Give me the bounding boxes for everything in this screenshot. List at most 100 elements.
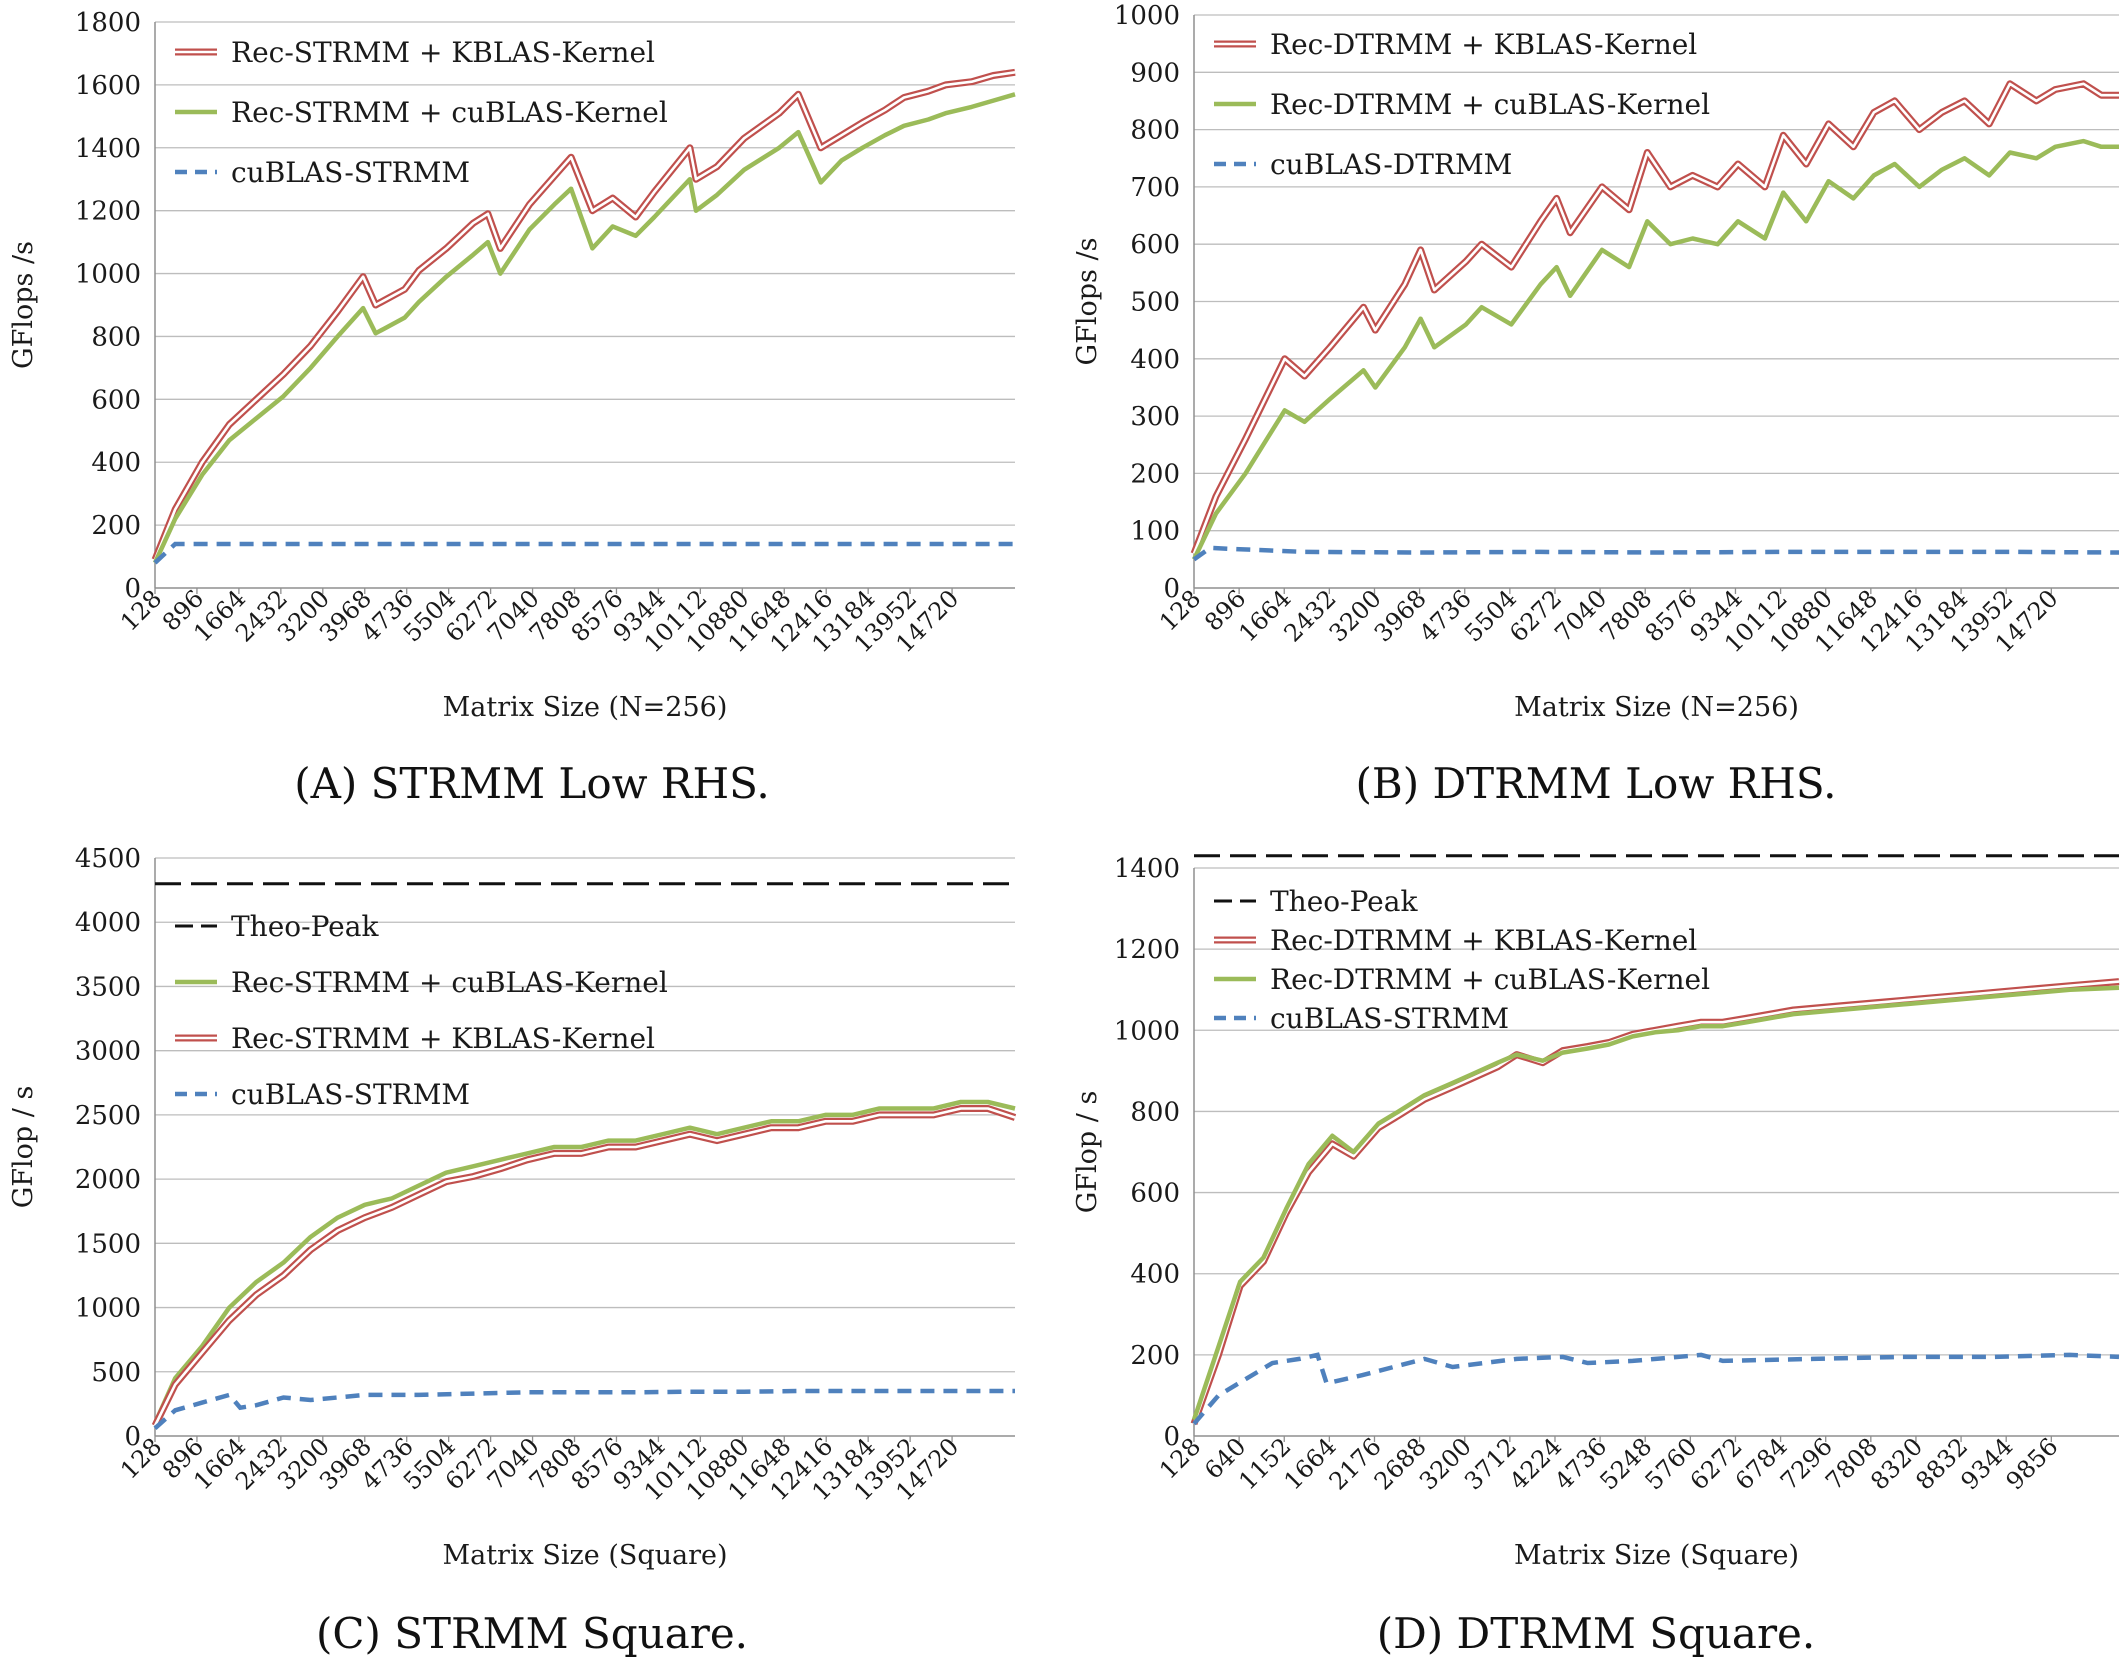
chart-c-series-rec-strmm-kblas-kernel — [153, 1107, 1016, 1427]
chart-d-x-tick-label: 1664 — [1279, 1432, 1342, 1495]
chart-b-x-tick-label: 128 — [1154, 584, 1206, 636]
chart-d-y-tick-label: 1200 — [1114, 935, 1180, 965]
chart-d-x-tick-label: 3200 — [1414, 1432, 1477, 1495]
chart-d-y-tick-label: 800 — [1130, 1097, 1180, 1127]
chart-d-x-tick-label: 5248 — [1594, 1432, 1657, 1495]
chart-dtrmm-low-rhs: 0100200300400500600700800900100012889616… — [1072, 1, 2120, 808]
chart-c-y-tick-label: 0 — [124, 1422, 141, 1452]
chart-d-legend-cublas-strmm-label: cuBLAS-STRMM — [1270, 1002, 1509, 1035]
chart-a-y-tick-label: 800 — [91, 322, 141, 352]
chart-c-legend-cublas-strmm-label: cuBLAS-STRMM — [231, 1078, 470, 1111]
chart-a-x-tick-label: 128 — [115, 584, 167, 636]
chart-b-x-tick-label: 8576 — [1640, 584, 1703, 647]
chart-c-y-tick-label: 1500 — [75, 1229, 141, 1259]
chart-d-x-tick-label: 6272 — [1685, 1432, 1748, 1495]
chart-d-x-tick-label: 4224 — [1504, 1432, 1567, 1495]
chart-d-x-tick-label: 8832 — [1910, 1432, 1973, 1495]
chart-strmm-low-rhs: 0200400600800100012001400160018001288961… — [8, 8, 1016, 808]
chart-b-y-tick-label: 600 — [1130, 230, 1180, 260]
chart-b-x-axis-title: Matrix Size (N=256) — [1514, 692, 1799, 723]
chart-b-series-cublas-dtrmm — [1192, 545, 2120, 562]
chart-d-legend-rec-dtrmm-kblas-kernel-label: Rec-DTRMM + KBLAS-Kernel — [1270, 924, 1697, 957]
chart-c-y-tick-label: 2500 — [75, 1101, 141, 1131]
chart-c-series-rec-strmm-cublas-kernel — [152, 1099, 1016, 1425]
chart-d-y-tick-label: 600 — [1130, 1179, 1180, 1209]
chart-a-y-tick-label: 1000 — [75, 260, 141, 290]
chart-c-caption: (C) STRMM Square. — [316, 1609, 748, 1658]
chart-d-legend-theo-peak-label: Theo-Peak — [1270, 885, 1418, 918]
chart-c-legend-rec-strmm-kblas-kernel-label: Rec-STRMM + KBLAS-Kernel — [231, 1022, 655, 1055]
chart-a-y-tick-label: 0 — [124, 574, 141, 604]
chart-d-x-tick-label: 1152 — [1233, 1432, 1296, 1495]
chart-b-x-tick-label: 7040 — [1549, 584, 1612, 647]
chart-d-x-tick-label: 5760 — [1640, 1432, 1703, 1495]
chart-a-y-tick-label: 1600 — [75, 71, 141, 101]
chart-b-y-tick-label: 800 — [1130, 116, 1180, 146]
chart-d-x-tick-label: 9344 — [1955, 1432, 2018, 1495]
chart-c-series-cublas-strmm — [153, 1388, 1015, 1430]
chart-d-x-tick-label: 6784 — [1730, 1432, 1793, 1495]
chart-d-x-tick-label: 8320 — [1865, 1432, 1928, 1495]
chart-c-y-axis-title: GFlop / s — [8, 1086, 39, 1209]
chart-d-y-tick-label: 0 — [1163, 1422, 1180, 1452]
chart-a-legend-rec-strmm-kblas-kernel-label: Rec-STRMM + KBLAS-Kernel — [231, 36, 655, 69]
chart-b-series-rec-dtrmm-cublas-kernel — [1191, 138, 2119, 561]
chart-b-y-tick-label: 0 — [1163, 574, 1180, 604]
chart-b-x-tick-label: 3200 — [1324, 584, 1387, 647]
chart-c-legend-theo-peak-label: Theo-Peak — [231, 910, 379, 943]
chart-d-y-axis-title: GFlop / s — [1072, 1091, 1103, 1214]
chart-a-y-tick-label: 1400 — [75, 134, 141, 164]
chart-a-y-tick-label: 400 — [91, 448, 141, 478]
chart-b-y-tick-label: 400 — [1130, 345, 1180, 375]
chart-b-legend: Rec-DTRMM + KBLAS-Kernel Rec-DTRMM + cuBL… — [1214, 28, 1710, 181]
chart-b-y-tick-label: 1000 — [1114, 1, 1180, 31]
chart-panel-d: 0 200 400 600 800 1000 1200 1400 128 640 1152 1664 2… — [1064, 836, 2128, 1672]
chart-a-x-axis-title: Matrix Size (N=256) — [443, 692, 728, 723]
chart-a-series-rec-strmm-kblas-kernel-outline — [151, 68, 1016, 562]
chart-d-y-tick-label: 1400 — [1114, 854, 1180, 884]
chart-d-caption: (D) DTRMM Square. — [1377, 1609, 1816, 1658]
chart-b-y-tick-label: 500 — [1130, 288, 1180, 318]
chart-a-series-rec-strmm-cublas-kernel — [152, 92, 1016, 564]
chart-a-legend-cublas-strmm-label: cuBLAS-STRMM — [231, 156, 470, 189]
chart-b-y-tick-label: 300 — [1130, 402, 1180, 432]
chart-c-x-tick-label: 128 — [115, 1432, 167, 1484]
chart-a-y-tick-label: 200 — [91, 511, 141, 541]
chart-c-y-tick-label: 3000 — [75, 1037, 141, 1067]
chart-a-caption: (A) STRMM Low RHS. — [294, 759, 770, 808]
chart-c-y-tick-label: 2000 — [75, 1165, 141, 1195]
chart-b-y-tick-label: 100 — [1130, 517, 1180, 547]
chart-c-series-rec-strmm-kblas-kernel-outline — [151, 1105, 1017, 1428]
chart-b-x-tick-label: 5504 — [1459, 584, 1522, 647]
chart-c-y-tick-label: 4500 — [75, 844, 141, 874]
chart-b-x-tick-label: 4736 — [1414, 584, 1477, 647]
chart-b-legend-rec-dtrmm-cublas-kernel-label: Rec-DTRMM + cuBLAS-Kernel — [1270, 88, 1710, 121]
chart-b-legend-rec-dtrmm-kblas-kernel-label: Rec-DTRMM + KBLAS-Kernel — [1270, 28, 1697, 61]
chart-panel-b: 0 100 200 300 400 500 600 700 800 900 1000 128 896 16… — [1064, 0, 2128, 836]
chart-c-y-tick-label: 3500 — [75, 972, 141, 1002]
chart-a-y-tick-label: 1800 — [75, 8, 141, 38]
chart-d-x-tick-label: 3712 — [1459, 1432, 1522, 1495]
chart-b-y-tick-label: 700 — [1130, 173, 1180, 203]
chart-d-x-tick-label: 7296 — [1775, 1432, 1838, 1495]
chart-dtrmm-square: 0200400600800100012001400128640115216642… — [1072, 854, 2120, 1658]
chart-d-x-tick-label: 2176 — [1324, 1432, 1387, 1495]
chart-c-legend-rec-strmm-cublas-kernel-label: Rec-STRMM + cuBLAS-Kernel — [231, 966, 668, 999]
chart-b-x-tick-label: 2432 — [1279, 584, 1342, 647]
chart-d-y-tick-label: 1000 — [1114, 1016, 1180, 1046]
chart-c-y-tick-label: 4000 — [75, 908, 141, 938]
chart-c-y-tick-label: 1000 — [75, 1294, 141, 1324]
chart-b-x-tick-label: 3968 — [1369, 584, 1432, 647]
chart-b-x-tick-label: 1664 — [1233, 584, 1296, 647]
chart-a-legend-rec-strmm-cublas-kernel-label: Rec-STRMM + cuBLAS-Kernel — [231, 96, 668, 129]
chart-b-x-tick-label: 7808 — [1594, 584, 1657, 647]
chart-b-y-tick-label: 200 — [1130, 459, 1180, 489]
chart-d-legend: Theo-Peak Rec-DTRMM + KBLAS-Kernel Rec-DTR… — [1214, 885, 1710, 1035]
chart-d-x-tick-label: 4736 — [1549, 1432, 1612, 1495]
chart-b-caption: (B) DTRMM Low RHS. — [1355, 759, 1836, 808]
chart-c-legend: Theo-Peak Rec-STRMM + cuBLAS-Kernel Rec-ST… — [175, 910, 668, 1111]
chart-strmm-square: 0500100015002000250030003500400045001288… — [8, 844, 1017, 1658]
chart-d-series-cublas-strmm — [1192, 1352, 2120, 1426]
chart-d-legend-rec-dtrmm-cublas-kernel-label: Rec-DTRMM + cuBLAS-Kernel — [1270, 963, 1710, 996]
chart-d-x-tick-label: 9856 — [2001, 1432, 2064, 1495]
